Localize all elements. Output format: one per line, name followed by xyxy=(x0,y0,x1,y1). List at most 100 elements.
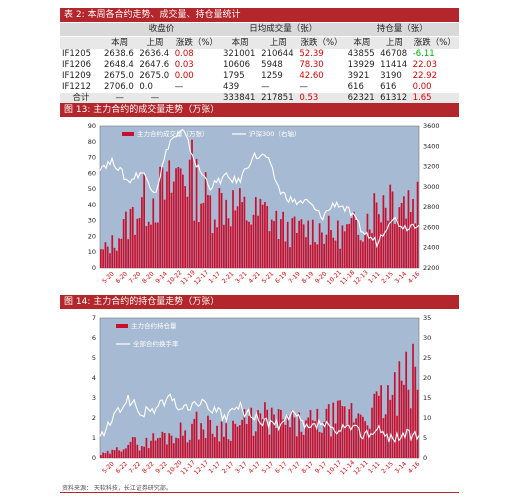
volume-bar xyxy=(113,450,116,458)
contract-name: 合计 xyxy=(60,93,102,104)
volume-bar xyxy=(238,188,241,268)
volume-bar xyxy=(200,423,202,458)
volume-bar xyxy=(366,213,369,268)
volume-bar xyxy=(323,421,326,458)
table-row: IF1205 2638.6 2636.4 0.08 321001 210644 … xyxy=(60,49,459,60)
x-axis-tick-label: 6-19 xyxy=(274,270,289,285)
left-axis-tick-label: 70 xyxy=(88,154,96,162)
right-axis-tick-label: 10 xyxy=(423,414,431,422)
volume-bar xyxy=(389,184,392,268)
x-axis-tick-label: 2-15 xyxy=(380,270,395,285)
volume-bar xyxy=(393,223,396,268)
volume-bar xyxy=(218,441,221,458)
volume-bar xyxy=(168,433,171,458)
volume-bar xyxy=(275,210,278,268)
volume-bar xyxy=(282,211,284,268)
table-cell: 321001 xyxy=(222,49,256,59)
table-cell: 22.92 xyxy=(412,71,437,81)
volume-bar xyxy=(241,419,243,458)
table-cell: 42.60 xyxy=(299,71,324,81)
volume-bar xyxy=(250,224,253,268)
volume-bar xyxy=(182,435,184,458)
volume-bar xyxy=(213,219,216,268)
volume-bar xyxy=(393,372,396,458)
left-axis-tick-label: 1 xyxy=(92,434,96,442)
right-axis-tick-label: 3000 xyxy=(423,183,440,191)
volume-bar xyxy=(161,167,164,268)
volume-bar xyxy=(380,385,382,458)
volume-bar xyxy=(143,446,146,458)
volume-bar xyxy=(184,430,187,458)
volume-bar xyxy=(104,242,107,268)
table-cell: 61312 xyxy=(378,93,411,104)
right-axis-tick-label: 25 xyxy=(423,354,431,362)
volume-bar xyxy=(305,420,307,458)
contract-name: IF1205 xyxy=(62,49,92,59)
volume-bar xyxy=(346,224,348,268)
volume-bar xyxy=(175,168,177,268)
table-cell: 46708 xyxy=(380,49,408,59)
volume-bar xyxy=(403,196,405,268)
volume-bar xyxy=(373,393,376,458)
volume-bar xyxy=(293,216,296,268)
volume-bar xyxy=(409,408,412,458)
volume-bar xyxy=(295,232,298,268)
volume-bar xyxy=(252,214,255,268)
volume-bar xyxy=(147,448,150,458)
volume-bar xyxy=(382,195,385,268)
volume-bar xyxy=(375,202,378,268)
table-row: IF1212 2706.0 0.0 — 439 — — 616 616 0.00 xyxy=(60,82,459,93)
volume-bar xyxy=(109,453,111,458)
volume-bar xyxy=(232,420,234,458)
left-axis-tick-label: 6 xyxy=(92,334,96,342)
volume-bar xyxy=(115,250,118,268)
table-cell: 43855 xyxy=(347,49,375,59)
volume-bar xyxy=(125,211,127,268)
volume-bar xyxy=(273,221,275,268)
volume-bar xyxy=(364,232,367,268)
x-axis-tick-label: 1-17 xyxy=(207,460,222,475)
volume-bar xyxy=(234,210,237,268)
table-cell: 3921 xyxy=(347,71,370,81)
volume-bar xyxy=(273,414,275,458)
volume-bar xyxy=(314,421,316,458)
volume-bar xyxy=(120,451,123,458)
volume-bar xyxy=(200,203,202,268)
x-axis-tick-label: 1-11 xyxy=(367,460,382,475)
volume-bar xyxy=(236,206,239,268)
volume-bar xyxy=(220,193,223,268)
volume-bar xyxy=(384,207,387,268)
left-axis-tick-label: 40 xyxy=(88,201,96,209)
subheader: 上周 xyxy=(378,36,411,49)
volume-bar xyxy=(179,422,182,458)
volume-bar xyxy=(368,428,371,458)
table-cell: 217851 xyxy=(259,93,298,104)
volume-bar xyxy=(268,434,271,458)
volume-bar xyxy=(191,423,193,458)
table-cell: 1259 xyxy=(261,71,283,81)
volume-bar xyxy=(339,248,341,268)
right-axis-tick-label: 2600 xyxy=(423,223,440,231)
volume-bar xyxy=(405,351,408,458)
x-axis-tick-label: 2-17 xyxy=(221,460,236,475)
table-cell: 3190 xyxy=(380,71,402,81)
volume-bar xyxy=(391,394,394,458)
volume-bar xyxy=(286,415,289,458)
right-axis-tick-label: 3400 xyxy=(423,142,440,150)
volume-bar xyxy=(282,419,284,458)
volume-bar xyxy=(220,421,223,458)
volume-bar xyxy=(405,218,408,268)
table-cell: — xyxy=(174,82,184,92)
right-axis-tick-label: 15 xyxy=(423,394,431,402)
volume-bar xyxy=(259,198,262,268)
volume-bar xyxy=(316,244,319,268)
x-axis-tick-label: 5-17 xyxy=(261,460,276,475)
volume-bar xyxy=(325,234,328,268)
volume-bar xyxy=(357,234,360,268)
volume-bar xyxy=(232,190,234,268)
left-axis-tick-label: 30 xyxy=(88,217,96,225)
volume-bar xyxy=(138,217,141,268)
volume-bar xyxy=(316,408,319,458)
table-cell: — xyxy=(137,93,173,104)
right-axis-tick-label: 3600 xyxy=(423,122,440,130)
